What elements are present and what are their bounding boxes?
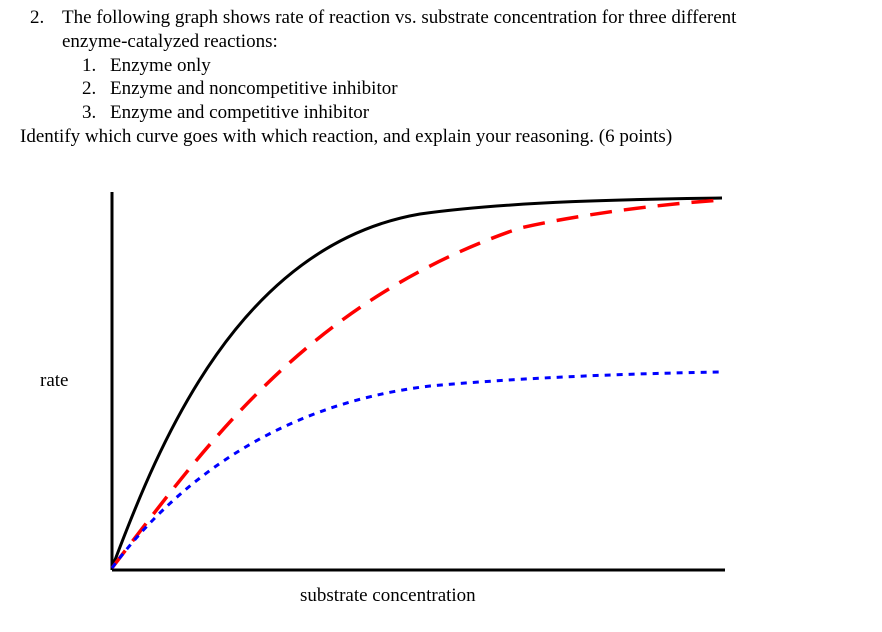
question-prompt: Identify which curve goes with which rea… (20, 125, 862, 149)
page: 2. The following graph shows rate of rea… (0, 0, 882, 632)
question-number: 2. (30, 6, 44, 30)
list-item-text: Enzyme and competitive inhibitor (110, 101, 369, 125)
intro-line-1: The following graph shows rate of reacti… (62, 7, 736, 28)
curve-noncompetitive (112, 372, 722, 568)
question-intro: The following graph shows rate of reacti… (62, 6, 862, 125)
list-item-number: 3. (82, 101, 110, 125)
y-axis-label: rate (40, 370, 68, 392)
list-item-number: 2. (82, 77, 110, 101)
chart-area: rate substrate concentration (40, 190, 760, 610)
list-item: 3. Enzyme and competitive inhibitor (82, 101, 862, 125)
curve-enzyme-only (112, 198, 722, 568)
curve-competitive (112, 200, 722, 568)
intro-line-2: enzyme-catalyzed reactions: (62, 31, 278, 52)
question-list: 1. Enzyme only 2. Enzyme and noncompetit… (82, 54, 862, 125)
list-item-text: Enzyme only (110, 54, 211, 78)
list-item-number: 1. (82, 54, 110, 78)
list-item: 2. Enzyme and noncompetitive inhibitor (82, 77, 862, 101)
chart-svg (100, 190, 740, 580)
question-block: 2. The following graph shows rate of rea… (20, 6, 862, 149)
x-axis-label: substrate concentration (300, 585, 476, 607)
list-item: 1. Enzyme only (82, 54, 862, 78)
list-item-text: Enzyme and noncompetitive inhibitor (110, 77, 398, 101)
